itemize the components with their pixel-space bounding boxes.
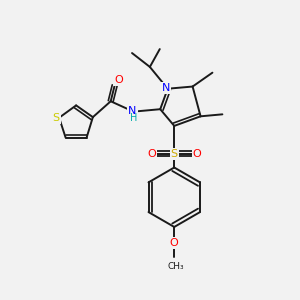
Text: N: N bbox=[128, 106, 137, 116]
Text: O: O bbox=[170, 238, 178, 248]
Text: H: H bbox=[130, 113, 137, 123]
Text: O: O bbox=[114, 76, 123, 85]
Text: CH₃: CH₃ bbox=[168, 262, 184, 271]
Text: N: N bbox=[161, 83, 170, 93]
Text: S: S bbox=[52, 113, 60, 123]
Text: O: O bbox=[147, 148, 156, 159]
Text: S: S bbox=[171, 148, 178, 159]
Text: O: O bbox=[193, 148, 201, 159]
